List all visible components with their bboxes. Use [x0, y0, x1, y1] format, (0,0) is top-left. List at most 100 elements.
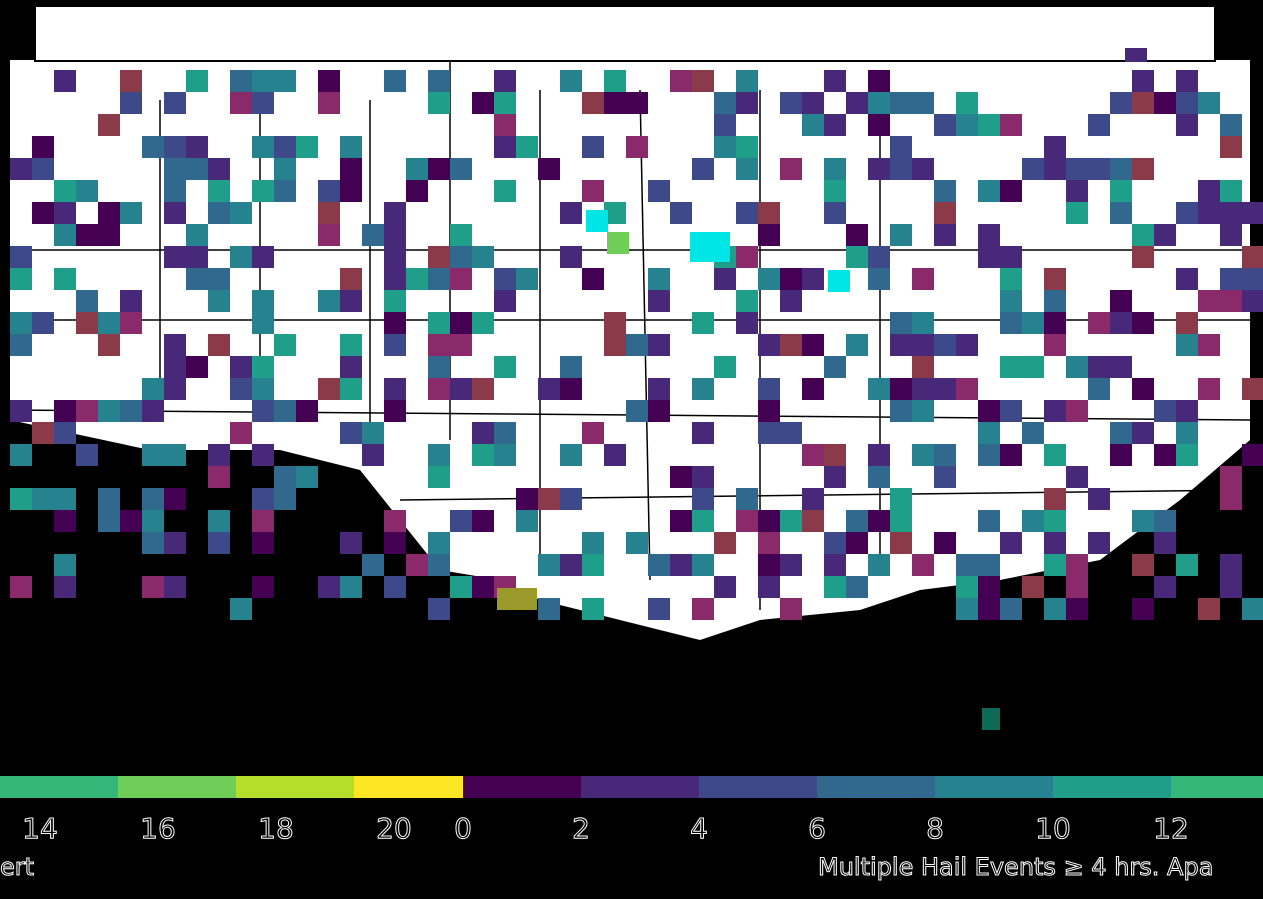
hail-cell — [384, 290, 406, 312]
hail-cell — [1132, 422, 1154, 444]
hail-cell — [362, 422, 384, 444]
hail-cell — [54, 224, 76, 246]
hail-cell — [252, 576, 274, 598]
hail-cell — [538, 488, 560, 510]
hail-cell — [846, 510, 868, 532]
hail-cell — [494, 92, 516, 114]
hail-cell — [230, 422, 252, 444]
hail-cell — [230, 598, 252, 620]
hail-cell — [54, 554, 76, 576]
hail-cell — [10, 334, 32, 356]
hail-cell — [912, 334, 934, 356]
hail-cell — [604, 444, 626, 466]
hail-cell — [1176, 92, 1198, 114]
hail-cell — [76, 290, 98, 312]
hail-cell — [1220, 136, 1242, 158]
hail-cell — [318, 378, 340, 400]
hail-cell — [1066, 598, 1088, 620]
hail-cell — [450, 576, 472, 598]
hail-cell — [340, 158, 362, 180]
hail-cell — [1220, 180, 1242, 202]
hail-cell — [428, 532, 450, 554]
colorbar-left — [0, 770, 473, 810]
hail-cell — [692, 378, 714, 400]
hail-cell — [252, 312, 274, 334]
hail-cell — [1088, 312, 1110, 334]
hail-cell — [1044, 158, 1066, 180]
hail-cell — [1000, 312, 1022, 334]
hail-cell — [780, 268, 802, 290]
hail-cell — [428, 554, 450, 576]
hail-cell — [274, 400, 296, 422]
colorbar-segment — [1171, 776, 1263, 798]
hail-cell — [626, 334, 648, 356]
hail-cell — [340, 334, 362, 356]
hail-cell — [54, 268, 76, 290]
hail-cell — [890, 378, 912, 400]
hail-cell — [428, 334, 450, 356]
hail-cell — [692, 70, 714, 92]
hail-cell — [252, 180, 274, 202]
hail-cell — [120, 290, 142, 312]
hail-cell — [582, 598, 604, 620]
hail-cell — [472, 576, 494, 598]
hail-cell — [274, 180, 296, 202]
hail-cell — [10, 576, 32, 598]
hail-cell — [450, 510, 472, 532]
hail-cell — [142, 136, 164, 158]
hail-cell — [274, 158, 296, 180]
hail-cell — [494, 180, 516, 202]
hail-cell — [428, 444, 450, 466]
hail-cell — [450, 158, 472, 180]
colorbar-segment — [935, 776, 1054, 798]
hail-cell — [1198, 334, 1220, 356]
hail-cell — [1066, 180, 1088, 202]
hail-cell — [692, 158, 714, 180]
hail-cell — [1198, 180, 1220, 202]
hail-cell — [824, 158, 846, 180]
hail-cell — [912, 356, 934, 378]
hail-cell — [164, 92, 186, 114]
hail-cell — [890, 158, 912, 180]
hail-cell — [1132, 158, 1154, 180]
hail-cell — [758, 422, 780, 444]
hail-cell — [802, 488, 824, 510]
hail-cell — [868, 268, 890, 290]
hail-cell — [1132, 378, 1154, 400]
colorbar-segment — [463, 776, 582, 798]
hail-cell — [780, 422, 802, 444]
hail-cell — [1044, 488, 1066, 510]
hail-cell — [828, 270, 850, 292]
hail-cell — [472, 378, 494, 400]
hail-cell — [186, 246, 208, 268]
hail-cell — [802, 268, 824, 290]
hail-cell — [340, 290, 362, 312]
hail-cell — [164, 136, 186, 158]
canada-region — [34, 5, 1216, 62]
hail-cell — [230, 246, 252, 268]
hail-cell — [340, 356, 362, 378]
hail-cell — [252, 378, 274, 400]
hail-cell — [1110, 92, 1132, 114]
hail-cell — [384, 202, 406, 224]
hail-cell — [692, 488, 714, 510]
hail-cell — [1176, 312, 1198, 334]
hail-cell — [1000, 290, 1022, 312]
hail-cell — [10, 268, 32, 290]
colorbar-tick-label: 12 — [1153, 812, 1190, 846]
hail-cell — [1154, 400, 1176, 422]
hail-cell — [252, 290, 274, 312]
hail-cell — [1044, 136, 1066, 158]
hail-cell — [582, 532, 604, 554]
hail-cell — [494, 422, 516, 444]
hail-cell — [384, 576, 406, 598]
hail-cell — [450, 312, 472, 334]
hail-cell — [1132, 246, 1154, 268]
hail-cell — [934, 114, 956, 136]
hail-cell — [472, 444, 494, 466]
hail-cell — [497, 588, 537, 610]
hail-cell — [98, 312, 120, 334]
hail-cell — [120, 70, 142, 92]
hail-cell — [1154, 576, 1176, 598]
hail-cell — [780, 92, 802, 114]
